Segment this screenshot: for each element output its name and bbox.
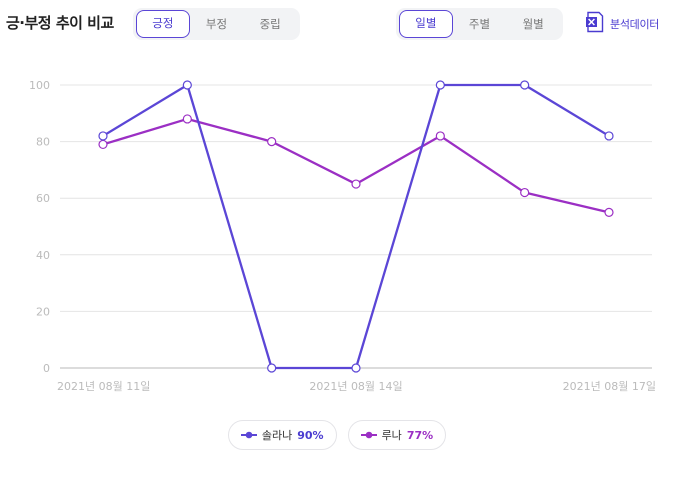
data-point [182, 80, 192, 90]
x-tick-label: 2021년 08월 14일 [309, 379, 402, 393]
tab-monthly[interactable]: 월별 [522, 17, 544, 31]
tab-negative[interactable]: 부정 [205, 17, 228, 31]
data-point [351, 363, 361, 373]
data-point [98, 131, 108, 141]
legend-item-solana[interactable]: 솔라나 90% [227, 420, 337, 450]
y-tick-label: 20 [36, 305, 50, 318]
series-0 [98, 80, 614, 373]
export-data-button[interactable]: 분석데이터 [585, 11, 660, 37]
data-point [435, 80, 445, 90]
data-point [435, 131, 445, 141]
legend-name: 루나 [381, 429, 402, 442]
series [98, 80, 614, 373]
data-point [520, 187, 530, 198]
data-point [604, 131, 614, 141]
y-tick-label: 0 [43, 362, 50, 375]
data-point [604, 207, 614, 217]
series-1 [98, 114, 614, 217]
export-label: 분석데이터 [610, 18, 660, 31]
y-tick-label: 100 [29, 79, 50, 92]
legend: 솔라나 90% 루나 77% [0, 420, 674, 450]
y-tick-label: 80 [36, 136, 50, 149]
data-point [182, 114, 192, 124]
legend-percent: 90% [297, 428, 324, 442]
data-point [267, 137, 277, 147]
data-point [98, 139, 108, 150]
tab-daily[interactable]: 일별 [399, 10, 453, 38]
x-tick-label: 2021년 08월 11일 [57, 379, 150, 393]
period-toggle: 일별 주별 월별 [396, 8, 563, 40]
tab-weekly[interactable]: 주별 [468, 17, 491, 31]
series-line [102, 83, 610, 370]
data-point [267, 363, 277, 373]
legend-item-luna[interactable]: 루나 77% [347, 420, 447, 450]
y-axis: 0 20 40 60 80 100 [29, 79, 50, 375]
x-tick-label: 2021년 08월 17일 [563, 379, 656, 393]
sentiment-toggle: 긍정 부정 중립 [133, 8, 300, 40]
y-tick-label: 60 [36, 192, 50, 205]
y-tick-label: 40 [36, 249, 50, 262]
series-marker-icon [240, 431, 257, 439]
series-marker-icon [360, 431, 377, 439]
tab-positive[interactable]: 긍정 [136, 10, 190, 38]
x-axis: 2021년 08월 11일 2021년 08월 14일 2021년 08월 17일 [57, 379, 656, 393]
legend-percent: 77% [406, 428, 434, 442]
data-point [520, 80, 530, 90]
excel-icon [585, 11, 605, 37]
page-title: 긍·부정 추이 비교 [6, 14, 114, 32]
legend-name: 솔라나 [261, 429, 293, 442]
tab-neutral[interactable]: 중립 [259, 17, 281, 31]
data-point [351, 179, 361, 189]
gridlines [60, 84, 652, 369]
